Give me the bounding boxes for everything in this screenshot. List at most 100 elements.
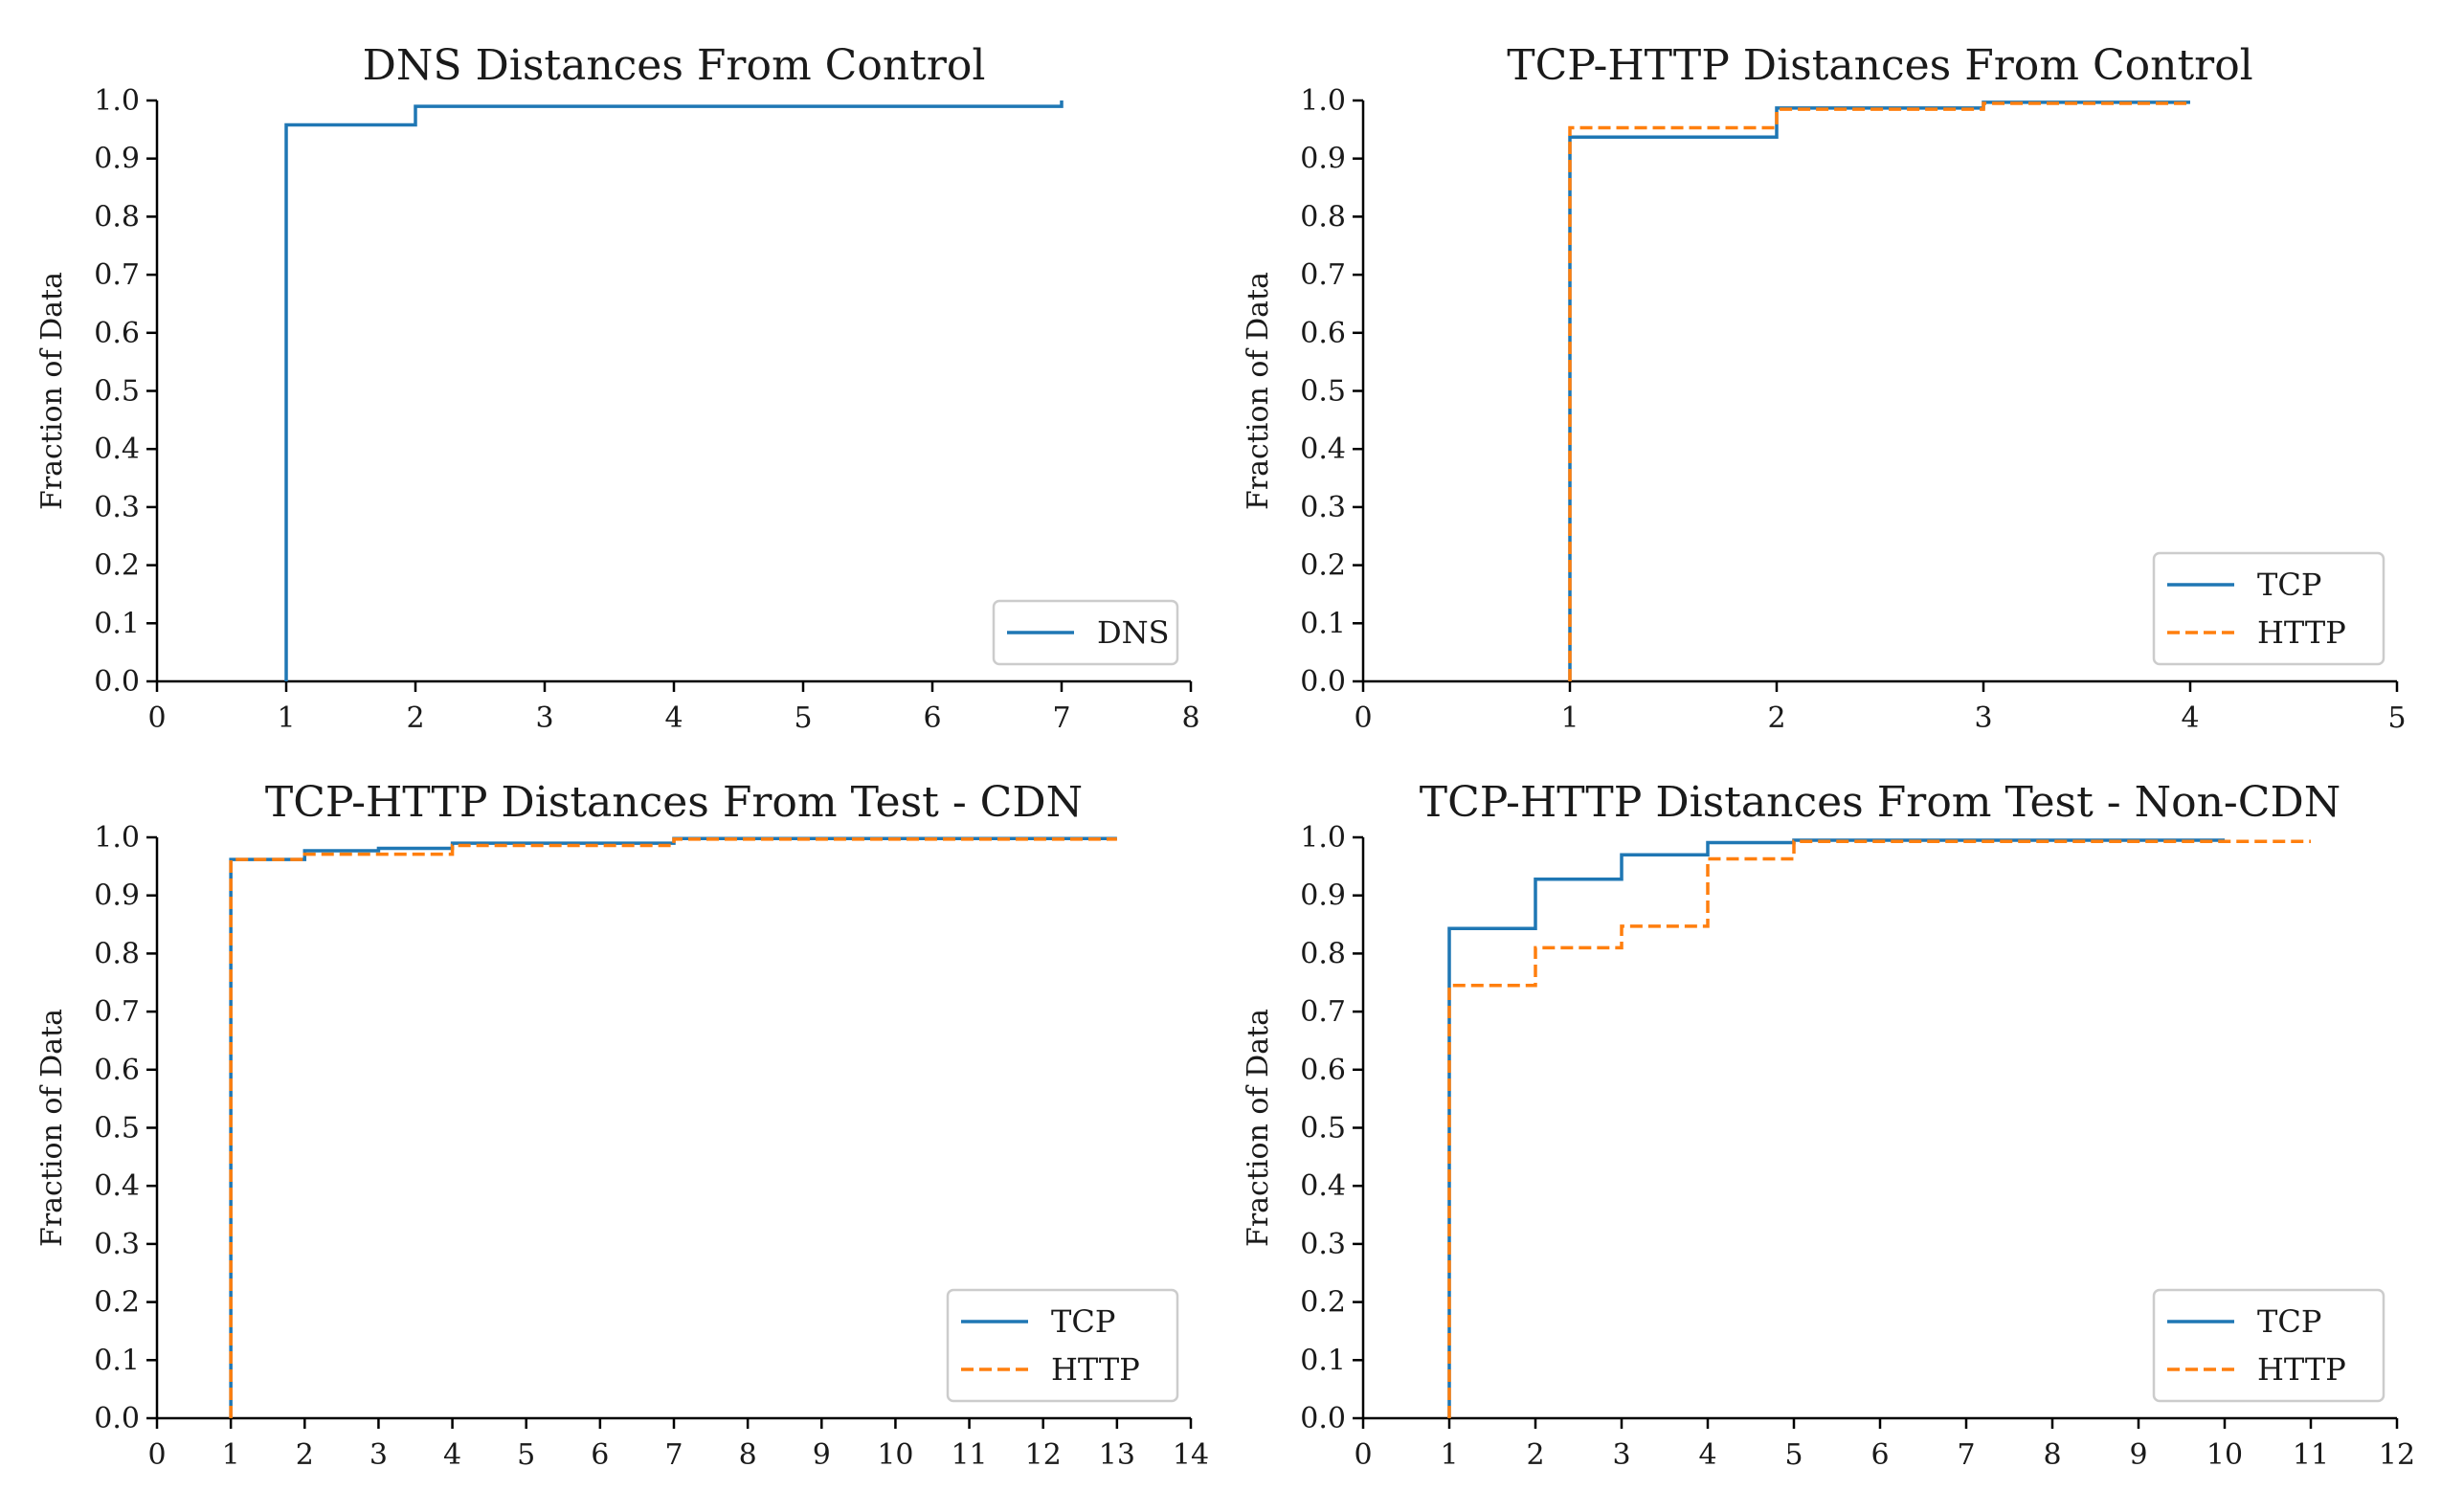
x-tick-label: 4: [443, 1438, 461, 1472]
y-tick-label: 0.5: [94, 1112, 140, 1145]
y-tick-label: 0.3: [1300, 491, 1346, 524]
x-tick-label: 6: [923, 701, 941, 735]
legend-label-tcp: TCP: [2257, 1303, 2321, 1340]
x-tick-label: 8: [2043, 1438, 2061, 1472]
y-tick-label: 1.0: [1300, 84, 1346, 118]
y-tick-label: 0.6: [1300, 317, 1346, 350]
y-tick-label: 0.9: [94, 143, 140, 176]
x-tick-label: 4: [664, 701, 683, 735]
x-tick-label: 3: [535, 701, 553, 735]
legend-label-dns: DNS: [1097, 614, 1170, 651]
y-tick-label: 0.7: [94, 258, 140, 292]
y-tick-label: 0.8: [1300, 200, 1346, 233]
y-tick-label: 0.3: [1300, 1228, 1346, 1261]
y-tick-label: 0.3: [94, 491, 140, 524]
x-tick-label: 12: [2379, 1438, 2415, 1472]
x-tick-label: 10: [2206, 1438, 2243, 1472]
x-tick-label: 5: [517, 1438, 535, 1472]
y-tick-label: 0.5: [1300, 1112, 1346, 1145]
legend-label-http: HTTP: [2257, 614, 2346, 651]
y-tick-label: 0.4: [1300, 1169, 1346, 1203]
x-tick-label: 4: [2181, 701, 2199, 735]
y-tick-label: 0.4: [94, 433, 140, 466]
y-tick-label: 0.4: [1300, 433, 1346, 466]
x-tick-label: 10: [877, 1438, 913, 1472]
y-tick-label: 0.6: [1300, 1054, 1346, 1087]
legend: TCP HTTP: [946, 1288, 1179, 1403]
x-tick-label: 4: [1698, 1438, 1716, 1472]
x-tick-label: 13: [1099, 1438, 1135, 1472]
y-tick-label: 0.1: [94, 607, 140, 640]
y-tick-label: 0.8: [94, 937, 140, 970]
legend: DNS: [992, 599, 1179, 666]
x-tick-label: 2: [296, 1438, 314, 1472]
y-tick-label: 0.0: [1300, 665, 1346, 699]
chart-title: DNS Distances From Control: [363, 41, 986, 90]
x-tick-label: 2: [1526, 1438, 1544, 1472]
y-tick-label: 0.5: [94, 375, 140, 409]
series-line-tcp: [1447, 838, 2225, 1418]
x-tick-label: 2: [1767, 701, 1785, 735]
x-tick-label: 7: [1052, 701, 1070, 735]
x-tick-label: 0: [147, 701, 166, 735]
x-tick-label: 8: [1181, 701, 1199, 735]
chart-panel-2: TCP-HTTP Distances From Control Fraction …: [1242, 41, 2407, 735]
y-tick-label: 1.0: [94, 84, 140, 118]
x-tick-label: 3: [1612, 1438, 1630, 1472]
y-tick-label: 0.4: [94, 1169, 140, 1203]
x-tick-label: 6: [591, 1438, 609, 1472]
x-tick-label: 5: [794, 701, 812, 735]
x-tick-label: 9: [813, 1438, 831, 1472]
x-tick-label: 1: [1440, 1438, 1458, 1472]
series-line-http: [1447, 839, 2311, 1418]
x-tick-label: 11: [951, 1438, 987, 1472]
chart-panel-4: TCP-HTTP Distances From Test - Non-CDN Fr…: [1242, 778, 2415, 1472]
y-tick-label: 0.9: [94, 879, 140, 913]
x-tick-label: 0: [1354, 1438, 1372, 1472]
legend-label-tcp: TCP: [1051, 1303, 1115, 1340]
legend-label-http: HTTP: [2257, 1351, 2346, 1388]
y-tick-label: 0.3: [94, 1228, 140, 1261]
legend-label-tcp: TCP: [2257, 567, 2321, 603]
x-tick-label: 8: [739, 1438, 757, 1472]
x-tick-label: 3: [370, 1438, 388, 1472]
y-tick-label: 0.2: [1300, 1286, 1346, 1320]
x-tick-label: 1: [277, 701, 295, 735]
y-axis-label: Fraction of Data: [1242, 1009, 1275, 1247]
y-tick-label: 1.0: [94, 821, 140, 855]
x-tick-label: 0: [1354, 701, 1372, 735]
x-tick-label: 12: [1025, 1438, 1062, 1472]
series-line-dns: [284, 100, 1064, 681]
x-tick-label: 5: [2387, 701, 2406, 735]
y-tick-label: 0.5: [1300, 375, 1346, 409]
chart-panel-1: DNS Distances From Control Fraction of Da…: [35, 41, 1200, 735]
x-tick-label: 11: [2293, 1438, 2329, 1472]
y-tick-label: 0.2: [1300, 549, 1346, 583]
y-tick-label: 0.2: [94, 549, 140, 583]
x-tick-label: 1: [1560, 701, 1579, 735]
y-tick-label: 0.9: [1300, 143, 1346, 176]
x-tick-label: 9: [2129, 1438, 2147, 1472]
legend-frame: [2152, 551, 2385, 666]
y-tick-label: 0.8: [1300, 937, 1346, 970]
y-tick-label: 0.0: [1300, 1402, 1346, 1435]
y-tick-label: 0.6: [94, 317, 140, 350]
y-tick-label: 0.7: [1300, 995, 1346, 1029]
series-line-http: [1568, 101, 2190, 681]
y-axis-label: Fraction of Data: [1242, 272, 1275, 510]
chart-title: TCP-HTTP Distances From Test - Non-CDN: [1420, 778, 2340, 827]
x-tick-label: 0: [147, 1438, 166, 1472]
series-line-http: [229, 837, 1117, 1418]
y-tick-label: 0.7: [1300, 258, 1346, 292]
x-tick-label: 3: [1974, 701, 1992, 735]
y-axis-label: Fraction of Data: [35, 272, 69, 510]
y-tick-label: 0.6: [94, 1054, 140, 1087]
legend: TCP HTTP: [2152, 551, 2385, 666]
legend-frame: [992, 599, 1179, 666]
chart-panel-3: TCP-HTTP Distances From Test - CDN Fracti…: [35, 778, 1209, 1472]
y-tick-label: 0.1: [94, 1344, 140, 1377]
legend-frame: [946, 1288, 1179, 1403]
y-tick-label: 0.1: [1300, 1344, 1346, 1377]
